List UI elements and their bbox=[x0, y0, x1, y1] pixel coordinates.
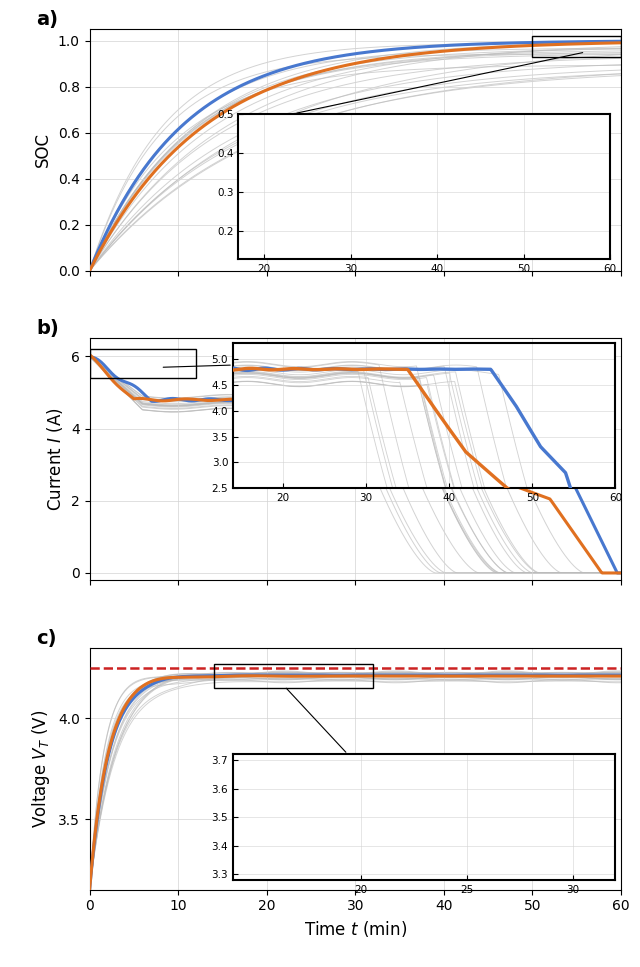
Bar bbox=[532, 36, 621, 57]
Text: c): c) bbox=[36, 629, 57, 648]
Bar bbox=[90, 349, 196, 378]
X-axis label: Time $t$ (min): Time $t$ (min) bbox=[303, 919, 407, 939]
Y-axis label: Voltage $V_T$ (V): Voltage $V_T$ (V) bbox=[31, 710, 52, 828]
Y-axis label: SOC: SOC bbox=[35, 132, 52, 167]
Bar bbox=[214, 664, 373, 689]
Text: a): a) bbox=[36, 10, 58, 29]
Text: b): b) bbox=[36, 319, 60, 338]
Y-axis label: Current $I$ (A): Current $I$ (A) bbox=[45, 407, 65, 512]
